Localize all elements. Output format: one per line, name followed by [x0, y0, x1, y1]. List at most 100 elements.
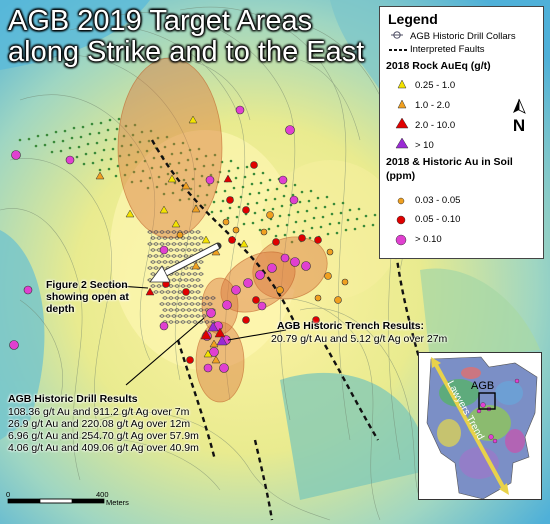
- soil-grid-dot: [258, 228, 262, 232]
- soil-grid-dot: [275, 187, 279, 191]
- soil-grid-dot: [348, 208, 352, 212]
- soil-grid-dot: [323, 205, 327, 209]
- map-title-line1: AGB 2019 Target Areas: [8, 5, 313, 37]
- soil-grid-dot: [330, 212, 334, 216]
- legend-soil-heading-1: 2018 & Historic Au in Soil: [386, 156, 513, 168]
- soil-grid-dot: [234, 176, 238, 180]
- soil-grid-dot: [262, 208, 266, 212]
- soil-grid-dot: [235, 215, 239, 219]
- soil-grid-dot: [301, 229, 305, 233]
- soil-grid-dot: [156, 136, 160, 140]
- map-title-line2: along Strike and to the East: [8, 36, 365, 68]
- soil-class-2: 0.05 - 0.10: [415, 214, 461, 225]
- soil-grid-dot: [312, 216, 316, 220]
- soil-grid-dot: [266, 188, 270, 192]
- soil-grid-dot: [236, 166, 240, 170]
- rock-class-3: 2.0 - 10.0: [415, 120, 456, 131]
- soil-grid-dot: [75, 155, 79, 159]
- soil-grid-dot: [242, 222, 246, 226]
- soil-grid-dot: [282, 194, 286, 198]
- leader-lines: [104, 284, 287, 386]
- soil-grid-dot: [159, 165, 163, 169]
- rock-class-3-icon: [395, 117, 409, 129]
- rock-samples: [95, 115, 249, 364]
- soil-grid-dot: [171, 191, 175, 195]
- figure2-label-line2: showing open at: [46, 291, 129, 303]
- soil-class-1: 0.03 - 0.05: [415, 195, 461, 206]
- legend-soil-heading-2: (ppm): [386, 170, 416, 182]
- soil-grid-dot: [170, 152, 174, 156]
- soil-grid-dot: [290, 240, 294, 244]
- soil-grid-dot: [145, 149, 149, 153]
- soil-grid-dot: [219, 209, 223, 213]
- legend-drill-collars: AGB Historic Drill Collars: [410, 31, 516, 42]
- soil-grid-dot: [172, 142, 176, 146]
- soil-grid-dot: [175, 171, 179, 175]
- soil-grid-dot: [257, 191, 261, 195]
- inset-trend-arrow: [433, 362, 505, 488]
- soil-grid-dot: [54, 130, 58, 134]
- soil-grid-dot: [273, 197, 277, 201]
- soil-grid-dot: [248, 192, 252, 196]
- soil-grid-dot: [82, 162, 86, 166]
- soil-grid-dot: [180, 188, 184, 192]
- soil-grid-dot: [200, 174, 204, 178]
- soil-grid-dot: [203, 203, 207, 207]
- soil-grid-dot: [227, 169, 231, 173]
- soil-grid-dot: [237, 205, 241, 209]
- soil-grid-dot: [210, 210, 214, 214]
- rock-class-1-icon: [397, 79, 407, 89]
- soil-grid-dot: [173, 181, 177, 185]
- soil-grid-dot: [309, 189, 313, 193]
- target-area-north: [117, 57, 223, 239]
- soil-class-1-icon: [397, 197, 405, 205]
- soil-grid-dot: [147, 139, 151, 143]
- soil-grid-dot: [341, 201, 345, 205]
- soil-grid-dot: [102, 148, 106, 152]
- scale-bar-graphic: [7, 498, 105, 504]
- soil-grid-dot: [93, 151, 97, 155]
- inset-map-canvas: AGB Lawyers Trend: [419, 353, 541, 499]
- soil-grid-dot: [287, 213, 291, 217]
- soil-grid-dot: [63, 129, 67, 133]
- soil-grid-dot: [133, 123, 137, 127]
- soil-grid-dot: [155, 185, 159, 189]
- soil-grid-dot: [130, 180, 134, 184]
- fault-3: [323, 344, 380, 441]
- drill-collar-icon: [391, 31, 403, 39]
- soil-grid-dot: [197, 147, 201, 151]
- legend-heading: Legend: [388, 11, 438, 27]
- soil-grid-dot: [109, 157, 113, 161]
- inset-terrain: [437, 367, 525, 479]
- soil-grid-dot: [136, 150, 140, 154]
- soil-grid-dot: [90, 122, 94, 126]
- soil-grid-dot: [353, 227, 357, 231]
- legend-faults: Interpreted Faults: [410, 44, 485, 55]
- soil-grid-dot: [129, 143, 133, 147]
- soil-grid-dot: [373, 213, 377, 217]
- soil-grid-dot: [139, 179, 143, 183]
- scale-bar: 0 400 Meters: [6, 490, 156, 516]
- north-arrow-icon: N: [513, 98, 526, 135]
- soil-grid-dot: [283, 233, 287, 237]
- soil-grid-dot: [213, 153, 217, 157]
- scale-tick-400: 400: [96, 490, 109, 499]
- soil-grid-dot: [168, 162, 172, 166]
- soil-grid-dot: [88, 132, 92, 136]
- fault-4: [253, 439, 274, 521]
- soil-grid-dot: [149, 129, 153, 133]
- soil-grid-dot: [285, 223, 289, 227]
- soil-grid-dot: [278, 214, 282, 218]
- soil-grid-dot: [122, 134, 126, 138]
- soil-grid-dot: [117, 117, 121, 121]
- soil-grid-dot: [344, 228, 348, 232]
- soil-grid-dot: [212, 200, 216, 204]
- drill-results-title: AGB Historic Drill Results: [8, 393, 138, 405]
- soil-grid-dot: [296, 210, 300, 214]
- soil-grid-dot: [314, 206, 318, 210]
- soil-grid-dot: [166, 172, 170, 176]
- soil-grid-dot: [118, 154, 122, 158]
- soil-grid-dot: [150, 166, 154, 170]
- soil-class-3-icon: [395, 234, 407, 246]
